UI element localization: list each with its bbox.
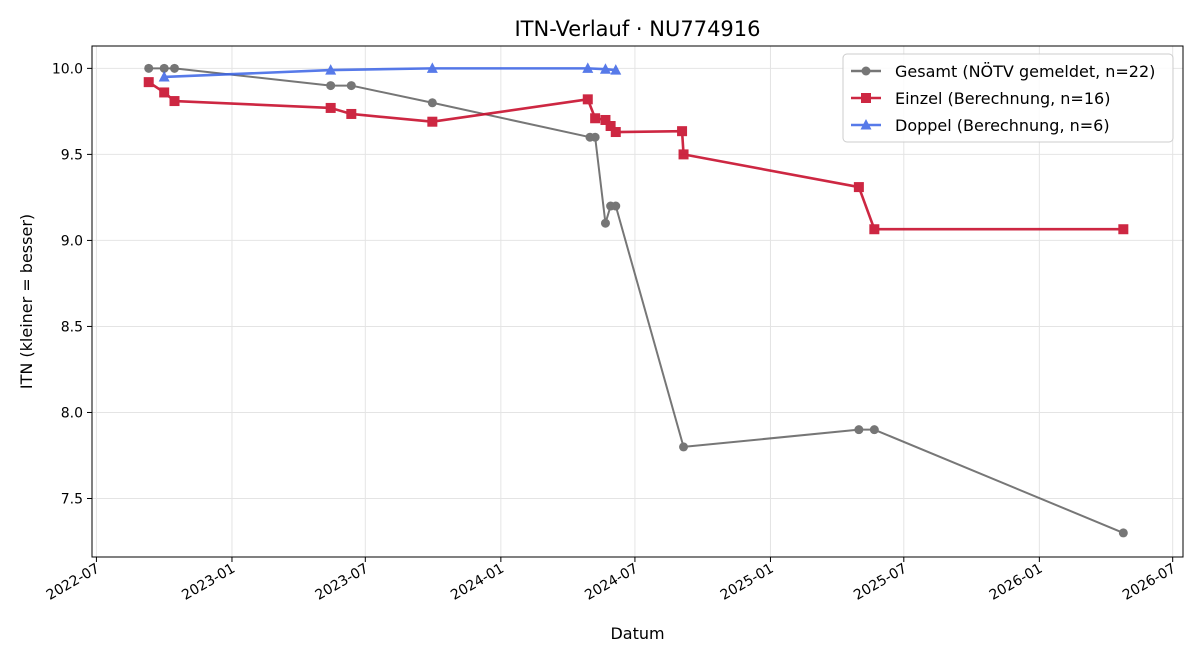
y-tick-label: 8.0	[61, 405, 83, 421]
data-point-triangle	[426, 62, 438, 73]
data-point-square	[677, 126, 688, 137]
y-tick-label: 10.0	[52, 61, 83, 77]
data-point-triangle	[325, 64, 337, 75]
y-tick-label: 9.0	[61, 233, 83, 249]
data-point-square	[159, 87, 170, 98]
data-point-circle	[600, 218, 610, 228]
plot-area-frame	[91, 45, 1184, 558]
data-point-square	[582, 94, 593, 105]
data-point-square	[427, 116, 438, 127]
data-point-circle	[346, 81, 356, 91]
data-point-square	[678, 149, 689, 160]
data-point-circle	[159, 63, 169, 73]
data-point-square	[169, 96, 180, 107]
data-point-square	[610, 127, 621, 138]
series-layer	[143, 62, 1129, 538]
data-point-square	[590, 113, 601, 124]
legend: Gesamt (NÖTV gemeldet, n=22) Einzel (Bere…	[842, 53, 1174, 143]
legend-label: Doppel (Berechnung, n=6)	[895, 116, 1110, 135]
data-point-square	[605, 121, 616, 132]
data-point-circle	[590, 132, 600, 142]
data-point-circle	[611, 201, 621, 211]
data-point-circle	[326, 81, 336, 91]
legend-entry	[851, 66, 881, 76]
legend-entry	[851, 119, 881, 130]
data-point-circle	[144, 63, 154, 73]
series-square	[143, 77, 1129, 235]
y-axis-title: ITN (kleiner = besser)	[17, 214, 36, 389]
data-point-square	[869, 224, 880, 235]
series-triangle	[158, 62, 622, 82]
y-tick-label: 7.5	[61, 492, 83, 508]
data-point-circle	[854, 425, 864, 435]
legend-swatch-square	[861, 93, 871, 103]
data-point-circle	[427, 98, 437, 108]
data-point-square	[325, 102, 336, 113]
legend-label: Einzel (Berechnung, n=16)	[895, 89, 1110, 108]
data-point-circle	[170, 63, 180, 73]
data-point-circle	[679, 442, 689, 452]
data-point-triangle	[158, 70, 170, 82]
chart-title: ITN-Verlauf · NU774916	[514, 17, 760, 41]
data-point-circle	[869, 425, 879, 435]
data-point-triangle	[599, 63, 611, 74]
data-point-square	[600, 114, 611, 125]
data-point-circle	[1118, 528, 1128, 538]
data-point-triangle	[610, 64, 622, 75]
legend-entry	[851, 93, 881, 103]
series-line	[148, 81, 1124, 231]
data-point-square	[143, 77, 154, 88]
legend-label: Gesamt (NÖTV gemeldet, n=22)	[895, 62, 1155, 81]
data-point-triangle	[582, 62, 594, 73]
x-axis-title: Datum	[610, 624, 664, 643]
data-point-square	[853, 182, 864, 193]
legend-swatch-circle	[861, 66, 871, 76]
legend-swatch-triangle	[860, 119, 872, 130]
data-point-square	[1118, 224, 1129, 235]
data-point-square	[346, 108, 357, 119]
legend-box	[842, 53, 1174, 143]
y-tick-label: 9.5	[61, 147, 83, 163]
y-tick-label: 8.5	[61, 319, 83, 335]
